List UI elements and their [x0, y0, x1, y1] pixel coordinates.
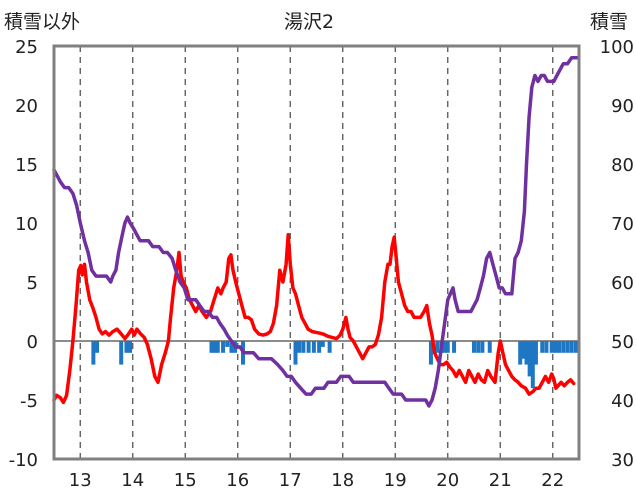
y-tick-right-50: 50 [611, 332, 634, 353]
precip-bar-3 [124, 341, 129, 353]
precip-bar-16 [306, 341, 311, 353]
y-tick-right-80: 80 [611, 155, 634, 176]
chart-title: 湯沢2 [284, 11, 335, 33]
x-tick-13: 13 [69, 470, 92, 491]
y-tick-left-5: 5 [27, 273, 38, 294]
precip-bar-25 [445, 341, 450, 353]
precip-bar-6 [212, 341, 217, 353]
x-tick-14: 14 [121, 470, 144, 491]
x-tick-21: 21 [489, 470, 512, 491]
precip-bar-39 [549, 341, 554, 353]
precip-bar-19 [320, 341, 325, 347]
precip-bar-43 [565, 341, 570, 353]
y-axis-right-title: 積雪 [590, 11, 629, 33]
plot-frame [52, 44, 581, 461]
precip-bar-36 [533, 341, 538, 365]
x-tick-20: 20 [436, 470, 459, 491]
x-tick-17: 17 [279, 470, 302, 491]
temperature-line [52, 233, 576, 405]
precip-bar-0 [91, 341, 96, 365]
x-tick-18: 18 [331, 470, 354, 491]
y-tick-left-15: 15 [15, 155, 38, 176]
precip-bar-44 [569, 341, 574, 353]
precip-bar-31 [518, 341, 523, 365]
x-tick-19: 19 [384, 470, 407, 491]
y-tick-right-30: 30 [611, 450, 634, 471]
y-tick-left--5: -5 [20, 391, 38, 412]
precip-bar-15 [301, 341, 306, 353]
precip-bar-33 [524, 341, 529, 365]
y-tick-left-10: 10 [15, 214, 38, 235]
y-tick-right-90: 90 [611, 96, 634, 117]
precip-bar-37 [540, 341, 545, 353]
precip-bar-24 [442, 341, 447, 353]
y-tick-left--10: -10 [9, 450, 38, 471]
precip-bar-18 [317, 341, 322, 353]
y-tick-right-100: 100 [600, 37, 634, 58]
y-axis-left-title: 積雪以外 [4, 11, 81, 33]
precip-bars [91, 341, 578, 389]
precip-bar-4 [128, 341, 133, 353]
x-tick-15: 15 [174, 470, 197, 491]
precip-bar-40 [553, 341, 558, 353]
precip-bar-42 [561, 341, 566, 353]
precip-bar-8 [221, 341, 226, 353]
y-ticks-left: -10 -5 0 5 10 15 20 25 [9, 37, 38, 471]
precip-bar-29 [480, 341, 485, 353]
precip-bar-22 [435, 341, 440, 353]
precip-bar-5 [209, 341, 214, 353]
precip-bar-30 [487, 341, 492, 353]
y-tick-right-70: 70 [611, 214, 634, 235]
precip-bar-21 [428, 341, 433, 365]
precip-bar-28 [476, 341, 481, 353]
x-gridlines [54, 46, 579, 459]
precip-bar-27 [472, 341, 476, 353]
x-ticks: 13 14 15 16 17 18 19 20 21 22 [69, 470, 564, 491]
precip-bar-34 [527, 341, 532, 377]
y-tick-left-0: 0 [27, 332, 38, 353]
series-lines [52, 56, 580, 408]
x-tick-16: 16 [226, 470, 249, 491]
precip-bar-45 [573, 341, 578, 353]
precip-bar-32 [521, 341, 526, 359]
precip-bar-2 [119, 341, 124, 365]
precip-bar-26 [452, 341, 457, 353]
y-ticks-right: 30 40 50 60 70 80 90 100 [600, 37, 634, 471]
precip-bar-13 [293, 341, 298, 365]
precip-bar-38 [544, 341, 549, 353]
y-tick-left-20: 20 [15, 96, 38, 117]
precip-bar-20 [327, 341, 332, 353]
precip-bar-14 [297, 341, 302, 353]
precip-bar-17 [311, 341, 316, 353]
x-tick-22: 22 [541, 470, 564, 491]
y-tick-right-60: 60 [611, 273, 634, 294]
snow-depth-line [52, 56, 580, 408]
precip-bar-1 [95, 341, 100, 353]
precip-bar-35 [530, 341, 535, 389]
y-tick-right-40: 40 [611, 391, 634, 412]
precip-bar-7 [215, 341, 220, 353]
precip-bar-41 [557, 341, 562, 353]
y-tick-left-25: 25 [15, 37, 38, 58]
precip-bar-9 [225, 341, 230, 347]
precip-bar-10 [229, 341, 234, 353]
